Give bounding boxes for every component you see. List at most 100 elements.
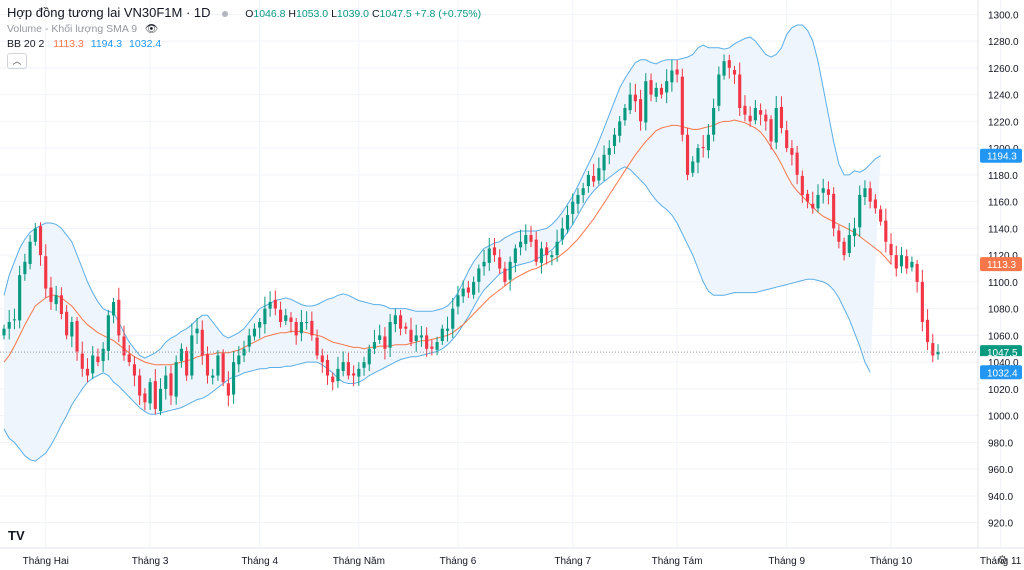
price-label: 1194.3 xyxy=(987,152,1017,163)
candle-body xyxy=(367,348,371,365)
candle xyxy=(811,191,815,214)
candle-body xyxy=(143,393,147,403)
y-tick-label: 1080.0 xyxy=(988,305,1019,316)
band-upper-line xyxy=(3,24,881,359)
x-tick-label: Tháng Năm xyxy=(333,556,385,567)
candle-body xyxy=(153,381,157,409)
chevron-up-icon[interactable]: ︿ xyxy=(7,53,27,69)
candle xyxy=(884,208,888,253)
candle xyxy=(127,345,131,367)
bb-upper-value: 1194.3 xyxy=(90,38,123,50)
y-tick-label: 1260.0 xyxy=(988,64,1019,75)
candle xyxy=(190,323,194,380)
candle xyxy=(868,181,872,209)
candle-body xyxy=(581,188,585,195)
candle xyxy=(341,351,345,377)
candle xyxy=(70,316,74,348)
volume-label[interactable]: Volume - Khối lượng SMA 9 xyxy=(7,23,138,35)
candle-body xyxy=(920,281,924,323)
candle-body xyxy=(310,320,314,336)
candle xyxy=(357,362,361,386)
candle xyxy=(148,378,152,411)
candle-body xyxy=(706,134,710,151)
candle-body xyxy=(2,328,6,336)
candle xyxy=(805,189,810,209)
candle-body xyxy=(247,335,251,347)
price-axis[interactable]: 920.0940.0960.0980.01000.01020.01040.010… xyxy=(980,10,1024,530)
x-tick-label: Tháng 10 xyxy=(870,556,913,567)
y-tick-label: 1160.0 xyxy=(988,198,1018,209)
candle xyxy=(461,280,465,304)
candle xyxy=(482,249,486,276)
candle xyxy=(628,82,632,115)
candle xyxy=(931,333,935,363)
candle-body xyxy=(925,319,930,343)
candle-body xyxy=(305,322,309,324)
symbol-legend[interactable]: Hợp đồng tương lai VN30F1M · 1D O1046.8 … xyxy=(7,5,481,20)
candle-body xyxy=(884,220,888,242)
candle-body xyxy=(644,81,648,123)
price-label-bg xyxy=(980,148,1022,163)
candle xyxy=(899,247,904,274)
candle-body xyxy=(936,352,940,355)
candle-body xyxy=(414,335,418,342)
candle xyxy=(138,368,142,405)
candle-body xyxy=(701,147,705,149)
status-dot-icon xyxy=(221,10,228,17)
candle-body xyxy=(158,388,163,412)
candle-body xyxy=(169,373,173,396)
candle-body xyxy=(727,60,731,68)
candle-body xyxy=(211,375,215,378)
candle-body xyxy=(75,320,79,352)
candle xyxy=(873,194,877,214)
gear-icon[interactable]: ⚙ xyxy=(997,553,1008,567)
candle-body xyxy=(44,256,48,289)
candle-body xyxy=(873,199,877,209)
candle-body xyxy=(774,107,778,143)
candle xyxy=(294,317,298,345)
candle xyxy=(472,276,476,299)
candle-body xyxy=(915,263,919,282)
eye-icon[interactable]: 👁 xyxy=(144,23,159,35)
candle xyxy=(550,251,554,266)
candle xyxy=(158,378,163,416)
candle xyxy=(409,317,413,347)
candle-body xyxy=(336,368,340,382)
bb-label[interactable]: BB 20 2 xyxy=(7,38,45,50)
symbol-title[interactable]: Hợp đồng tương lai VN30F1M · 1D xyxy=(7,5,211,20)
candle-body xyxy=(127,354,131,363)
candle xyxy=(852,217,857,247)
tradingview-logo[interactable]: TV xyxy=(8,528,25,543)
candle-body xyxy=(545,247,549,256)
y-tick-label: 1000.0 xyxy=(988,412,1019,423)
candlesticks[interactable] xyxy=(2,54,940,416)
candle xyxy=(487,237,491,271)
price-label: 1032.4 xyxy=(987,368,1018,379)
candle-body xyxy=(28,241,32,264)
candle xyxy=(33,223,37,246)
candle xyxy=(894,245,898,277)
y-tick-label: 960.0 xyxy=(988,465,1013,476)
candle-body xyxy=(722,61,726,76)
candle-body xyxy=(419,335,423,338)
candle xyxy=(315,329,319,360)
candle-body xyxy=(847,235,851,253)
candle xyxy=(936,344,940,360)
candle xyxy=(268,291,272,317)
candle-body xyxy=(905,256,909,269)
candle-body xyxy=(122,336,126,356)
candle-body xyxy=(378,335,382,340)
candle xyxy=(320,348,324,373)
candle xyxy=(727,54,731,79)
candle-body xyxy=(785,130,789,149)
bb-legend[interactable]: BB 20 2 1113.3 1194.3 1032.4 xyxy=(7,38,161,50)
candle-body xyxy=(221,353,225,383)
candle-body xyxy=(331,376,335,383)
volume-legend[interactable]: Volume - Khối lượng SMA 9 👁 xyxy=(7,22,158,35)
candle-body xyxy=(910,261,914,268)
candle-body xyxy=(112,301,116,316)
candle-body xyxy=(639,99,643,122)
candle xyxy=(179,343,183,368)
